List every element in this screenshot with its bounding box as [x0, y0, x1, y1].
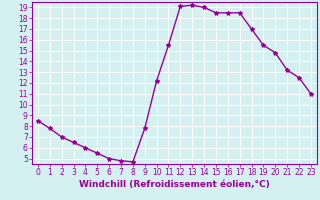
X-axis label: Windchill (Refroidissement éolien,°C): Windchill (Refroidissement éolien,°C): [79, 180, 270, 189]
